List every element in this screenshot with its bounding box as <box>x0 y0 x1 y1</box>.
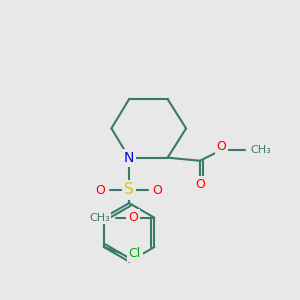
Text: O: O <box>153 184 163 196</box>
Text: S: S <box>124 182 134 197</box>
Text: O: O <box>195 178 205 191</box>
Text: N: N <box>124 151 134 165</box>
Text: CH₃: CH₃ <box>251 145 272 155</box>
Text: O: O <box>96 184 106 196</box>
Text: CH₃: CH₃ <box>89 213 110 223</box>
Text: O: O <box>128 211 138 224</box>
Text: Cl: Cl <box>128 247 141 260</box>
Text: O: O <box>217 140 226 153</box>
